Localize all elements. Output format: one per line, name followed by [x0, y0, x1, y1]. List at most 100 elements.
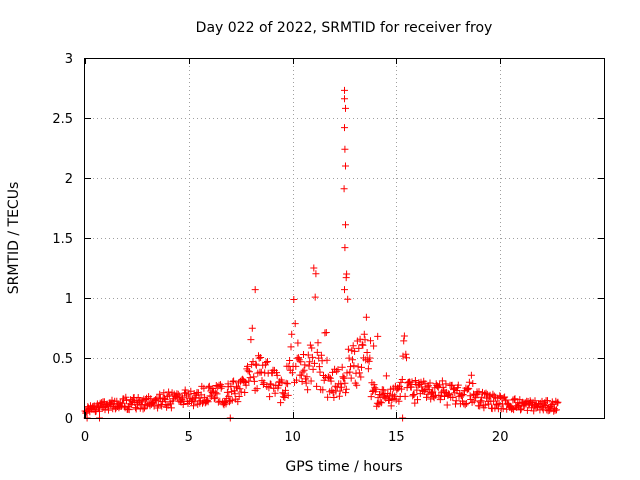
data-point [252, 361, 260, 369]
data-point [407, 383, 415, 391]
data-point [301, 361, 309, 369]
data-point [284, 380, 292, 388]
axis-ticks: 0 5 10 15 20 0 0.5 1 1.5 2 2.5 3 [52, 52, 604, 445]
data-point [308, 353, 316, 361]
data-point [300, 366, 308, 374]
x-axis-label: GPS time / hours [285, 459, 402, 475]
data-point [304, 351, 312, 359]
data-point [213, 390, 221, 398]
data-point [349, 356, 356, 364]
data-point [347, 363, 354, 371]
y-tick-label: 0 [65, 412, 73, 427]
data-point [362, 313, 370, 321]
data-point [367, 393, 375, 401]
data-point [282, 386, 289, 394]
data-point [280, 390, 288, 398]
data-point [366, 354, 374, 362]
data-point [341, 124, 348, 132]
data-point [378, 399, 386, 407]
data-point [156, 390, 164, 398]
data-point [230, 377, 238, 385]
data-point [327, 377, 335, 385]
data-point [322, 329, 330, 336]
data-point [345, 354, 353, 362]
data-point [190, 402, 197, 410]
data-point [132, 405, 140, 413]
data-point [523, 406, 531, 414]
data-point [174, 390, 182, 398]
data-point [105, 406, 112, 414]
data-point [459, 391, 467, 398]
data-point [312, 270, 320, 278]
data-point [160, 389, 168, 397]
plot-frame [84, 58, 605, 419]
data-point [277, 399, 285, 407]
data-point [553, 399, 561, 407]
data-point [205, 383, 213, 391]
data-point [264, 358, 271, 365]
data-point [305, 362, 313, 370]
data-point [376, 398, 384, 406]
data-point [308, 344, 316, 352]
data-point [297, 371, 305, 379]
grid-lines [85, 58, 604, 418]
data-point [297, 358, 305, 366]
y-axis-label: SRMTID / TECUs [6, 182, 22, 295]
data-point [342, 389, 350, 397]
data-point [364, 365, 372, 373]
data-point [302, 379, 310, 387]
data-point [347, 374, 355, 382]
data-point [476, 402, 484, 410]
data-point [217, 381, 224, 389]
data-point [441, 393, 448, 400]
data-point [179, 401, 187, 408]
data-point [481, 401, 489, 409]
data-point [341, 379, 349, 387]
data-point [341, 244, 349, 252]
y-tick-label: 2 [65, 172, 73, 187]
data-point [235, 393, 243, 400]
data-point [211, 394, 219, 402]
data-point [319, 386, 327, 394]
data-point [342, 385, 350, 393]
data-point [359, 341, 367, 349]
x-tick-label: 0 [81, 430, 89, 445]
data-point [344, 345, 352, 353]
data-point [255, 354, 263, 362]
data-point [292, 362, 300, 370]
data-point [517, 406, 524, 414]
data-point [122, 393, 130, 401]
data-point [217, 384, 225, 392]
data-point [314, 339, 322, 347]
data-point [246, 374, 254, 382]
data-point [167, 404, 175, 412]
data-points [81, 86, 562, 422]
data-point [287, 343, 295, 351]
data-point [346, 368, 354, 376]
data-point [288, 330, 296, 338]
data-point [224, 383, 232, 391]
data-point [341, 286, 348, 294]
data-point [210, 395, 218, 403]
data-point [400, 332, 408, 340]
data-point [338, 363, 346, 371]
data-point [252, 360, 260, 368]
data-point [339, 373, 347, 381]
data-point [349, 342, 357, 350]
data-point [244, 362, 251, 370]
data-point [225, 392, 233, 400]
data-point [443, 401, 451, 409]
y-tick-label: 0.5 [52, 352, 73, 367]
data-point [96, 407, 103, 415]
data-point [138, 397, 146, 405]
data-point [554, 398, 562, 406]
data-point [335, 392, 343, 400]
data-point [499, 405, 507, 413]
data-point [400, 337, 408, 345]
data-point [250, 377, 258, 385]
data-point [229, 378, 237, 386]
data-point [341, 145, 349, 153]
data-point [340, 374, 348, 382]
data-point [465, 378, 473, 386]
data-point [401, 392, 409, 400]
